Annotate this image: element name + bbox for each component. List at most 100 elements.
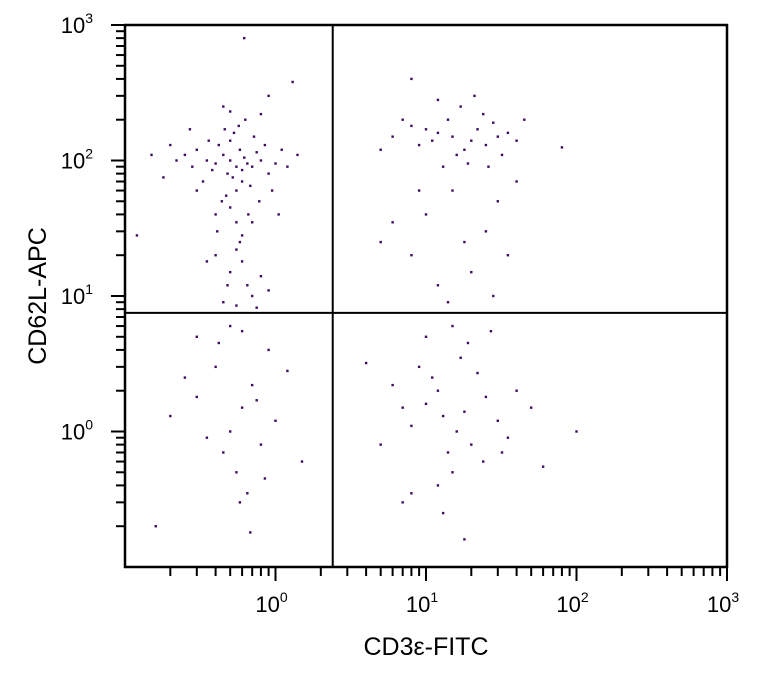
data-point bbox=[238, 501, 242, 504]
data-point bbox=[466, 341, 470, 345]
data-point bbox=[228, 324, 232, 328]
data-point bbox=[496, 135, 500, 138]
data-point bbox=[250, 165, 254, 168]
data-point bbox=[286, 165, 289, 168]
data-point bbox=[463, 240, 466, 244]
data-point bbox=[267, 348, 270, 352]
data-point bbox=[214, 254, 217, 257]
data-point bbox=[482, 112, 485, 116]
data-point bbox=[277, 213, 280, 216]
data-point bbox=[270, 189, 274, 192]
data-point bbox=[476, 128, 479, 131]
data-point bbox=[246, 284, 249, 287]
data-point bbox=[364, 361, 368, 365]
data-point bbox=[417, 143, 421, 147]
data-point bbox=[267, 172, 270, 175]
data-point bbox=[267, 94, 270, 98]
data-point bbox=[205, 159, 209, 162]
data-point bbox=[195, 148, 199, 151]
y-tick-labels: 100 101 102 103 bbox=[61, 10, 93, 445]
data-point bbox=[214, 213, 217, 216]
data-point bbox=[240, 168, 244, 172]
data-point bbox=[237, 124, 240, 128]
data-point bbox=[506, 436, 510, 439]
data-point bbox=[446, 451, 450, 454]
data-point bbox=[496, 200, 500, 203]
data-point bbox=[541, 465, 545, 468]
data-point bbox=[451, 471, 454, 474]
data-point bbox=[496, 419, 500, 422]
data-point bbox=[455, 430, 458, 433]
data-point bbox=[231, 176, 234, 179]
data-point bbox=[169, 143, 172, 147]
data-point bbox=[500, 451, 504, 454]
data-point bbox=[463, 538, 466, 541]
data-point bbox=[235, 248, 238, 251]
data-point bbox=[379, 240, 382, 244]
data-point bbox=[240, 406, 244, 409]
data-point bbox=[211, 168, 214, 172]
data-point bbox=[436, 284, 440, 287]
data-point bbox=[249, 531, 252, 534]
data-point bbox=[188, 128, 192, 131]
data-point bbox=[217, 143, 220, 147]
data-point bbox=[235, 221, 238, 224]
data-points bbox=[135, 36, 578, 541]
data-point bbox=[228, 110, 232, 113]
y-tick-label: 102 bbox=[61, 146, 93, 174]
data-point bbox=[240, 180, 244, 183]
x-tick-labels: 100 101 102 103 bbox=[255, 589, 739, 617]
data-point bbox=[195, 395, 199, 399]
data-point bbox=[226, 172, 229, 175]
data-point bbox=[258, 200, 261, 203]
data-point bbox=[135, 234, 139, 237]
data-point bbox=[476, 371, 479, 375]
data-point bbox=[222, 153, 225, 157]
data-point bbox=[515, 180, 518, 183]
data-point bbox=[506, 254, 510, 257]
data-point bbox=[424, 213, 428, 216]
data-point bbox=[410, 424, 413, 428]
data-point bbox=[201, 180, 205, 183]
data-point bbox=[267, 289, 270, 292]
data-point bbox=[455, 153, 458, 157]
data-point bbox=[226, 284, 229, 287]
data-point bbox=[529, 406, 533, 409]
data-point bbox=[250, 221, 254, 224]
data-point bbox=[175, 159, 178, 162]
data-point bbox=[484, 143, 488, 147]
data-point bbox=[436, 98, 440, 102]
data-point bbox=[482, 460, 485, 463]
data-point bbox=[291, 80, 294, 84]
data-point bbox=[484, 230, 488, 233]
data-point bbox=[250, 294, 254, 298]
data-point bbox=[222, 451, 225, 454]
data-point bbox=[222, 301, 225, 304]
x-tick-label: 102 bbox=[556, 589, 588, 617]
data-point bbox=[451, 189, 454, 192]
data-point bbox=[424, 128, 428, 131]
data-point bbox=[228, 270, 232, 274]
axis-ticks bbox=[111, 24, 728, 581]
data-point bbox=[255, 399, 258, 402]
data-point bbox=[463, 410, 466, 413]
data-point bbox=[459, 356, 462, 359]
data-point bbox=[255, 151, 258, 154]
data-point bbox=[492, 121, 495, 124]
data-point bbox=[492, 294, 495, 298]
data-point bbox=[459, 105, 462, 108]
data-point bbox=[154, 525, 157, 528]
data-point bbox=[243, 36, 246, 40]
x-axis-label: CD3ε-FITC bbox=[363, 633, 488, 661]
data-point bbox=[232, 131, 236, 135]
data-point bbox=[410, 124, 413, 128]
data-point bbox=[217, 341, 220, 345]
data-point bbox=[410, 254, 413, 257]
data-point bbox=[446, 301, 450, 304]
data-point bbox=[441, 165, 445, 168]
data-point bbox=[243, 156, 246, 159]
data-point bbox=[506, 131, 510, 135]
data-point bbox=[451, 135, 454, 138]
data-point bbox=[379, 443, 382, 446]
